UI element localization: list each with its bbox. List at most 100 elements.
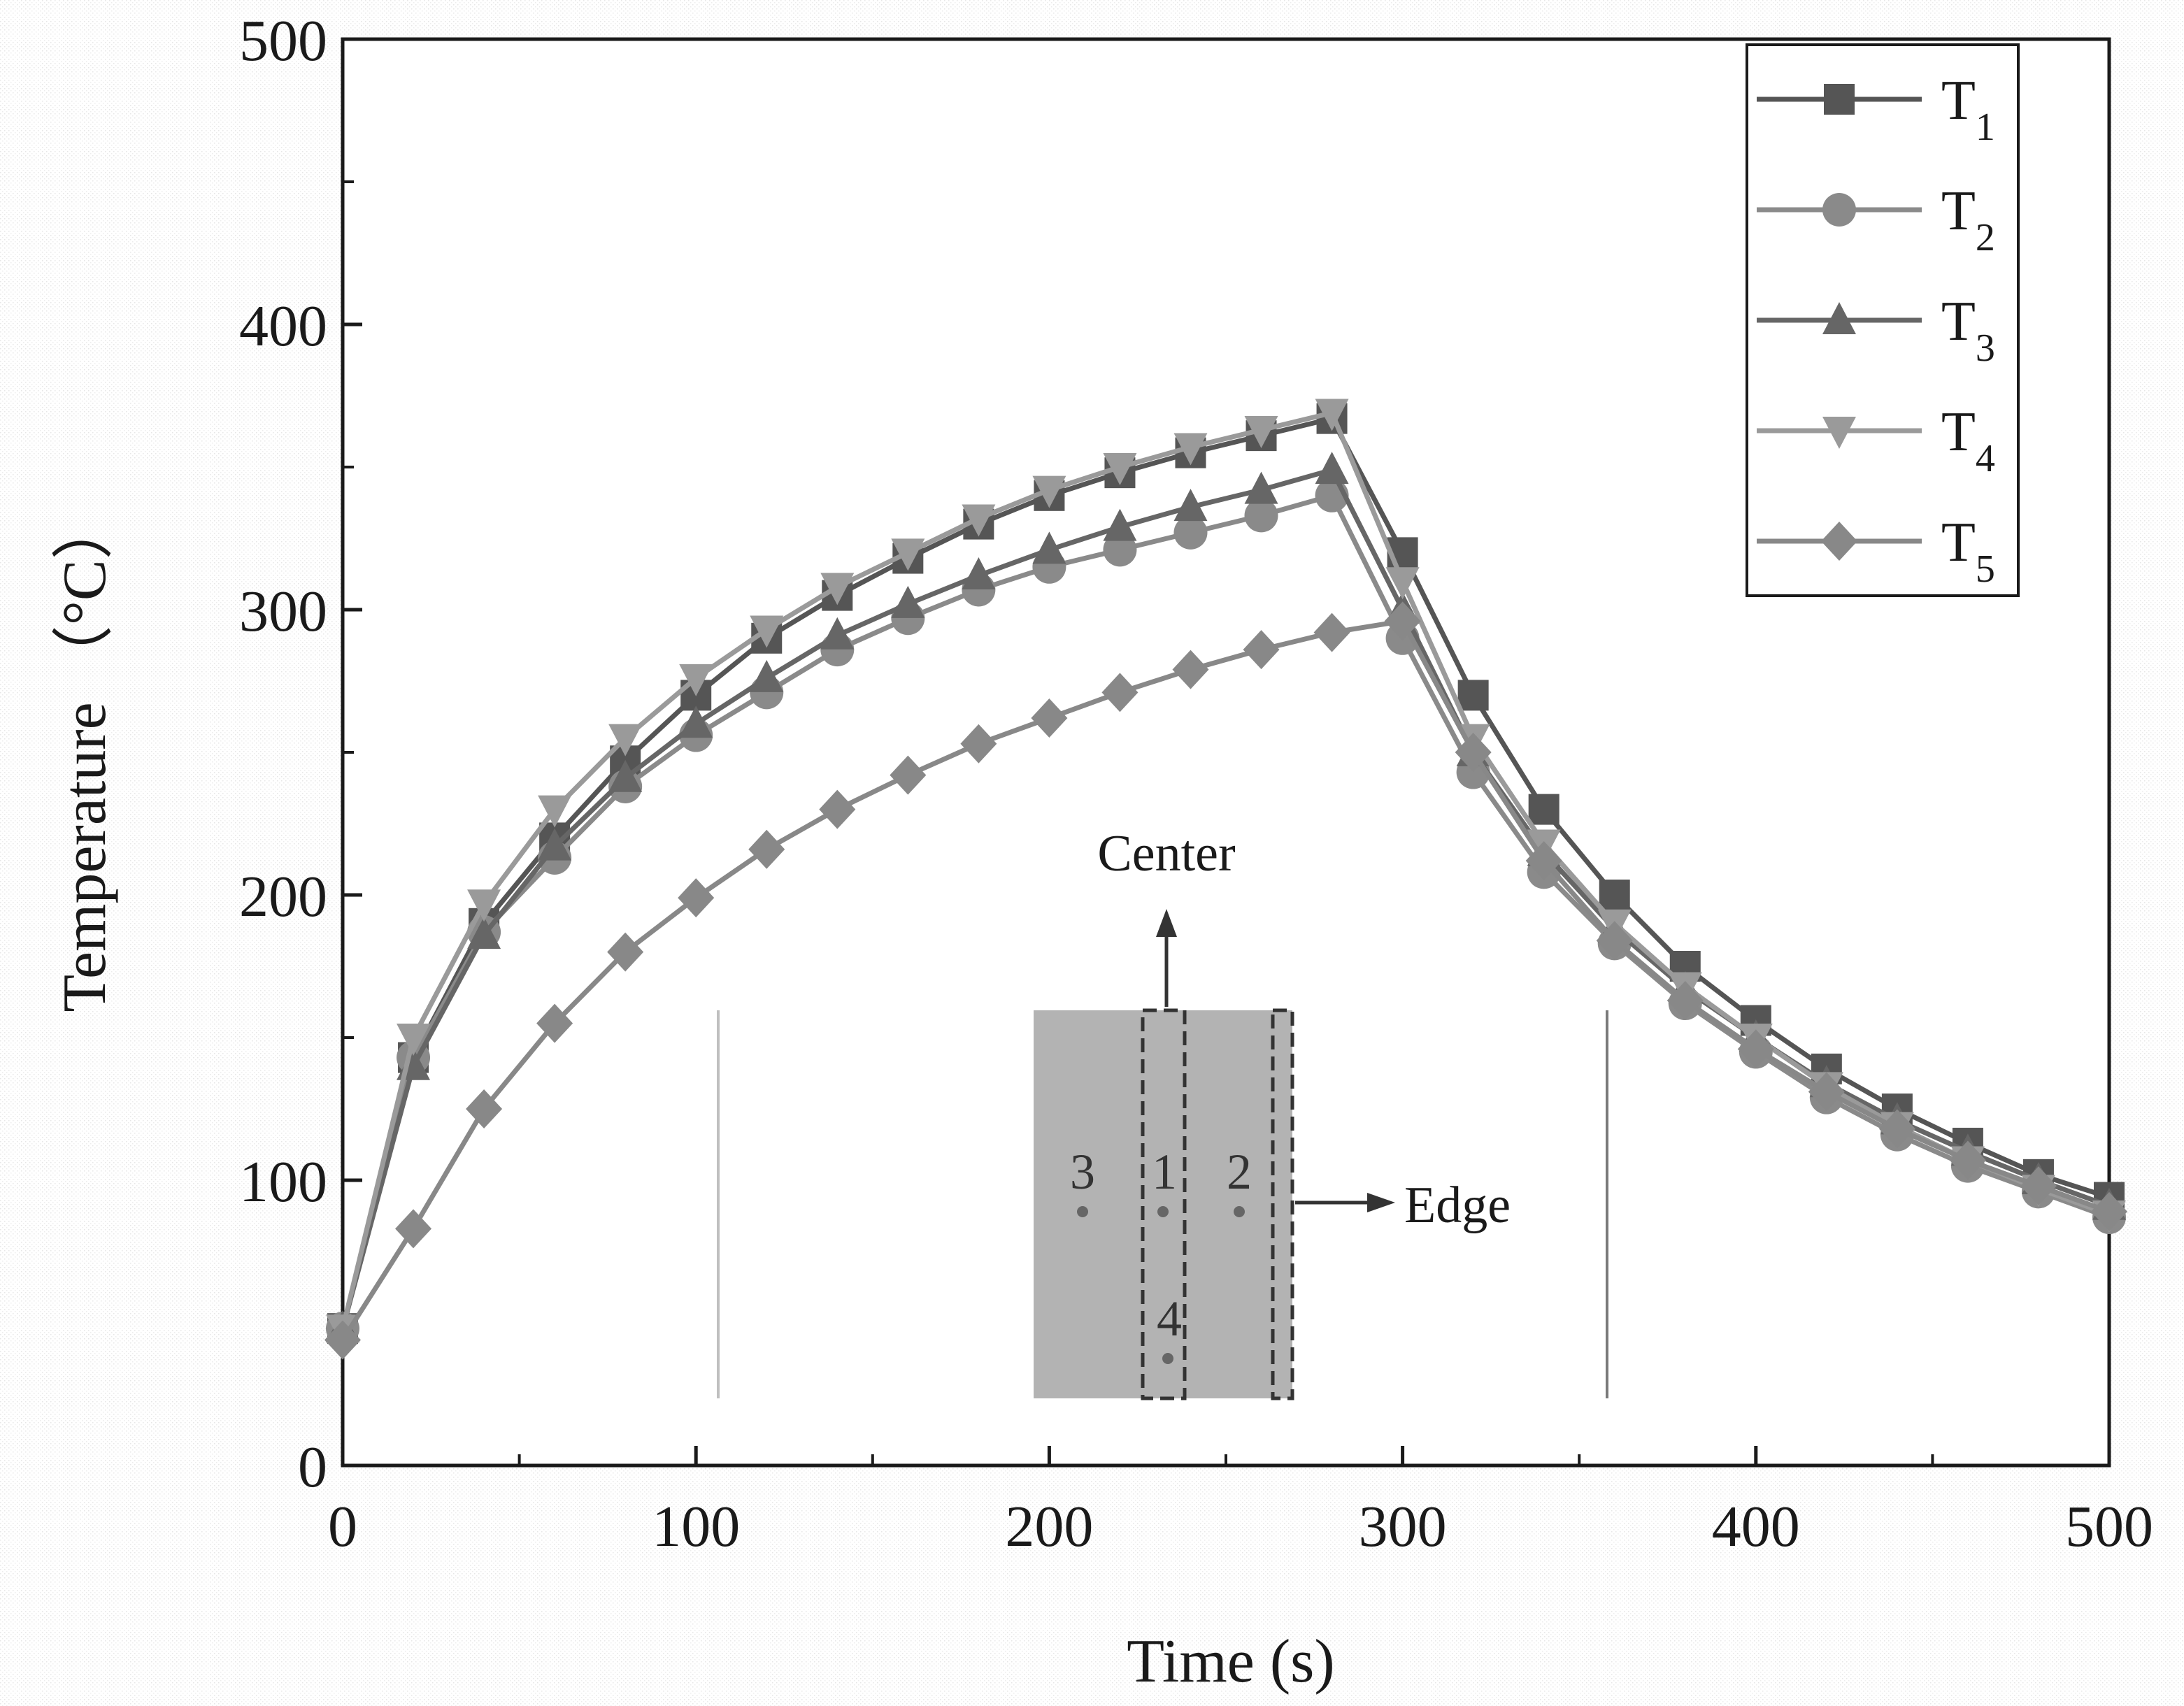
y-axis: 0 100 200 300 400 500 [239, 8, 362, 1500]
data-point-T3 [608, 759, 643, 792]
point-label-3: 3 [1070, 1144, 1095, 1200]
data-point-T5 [1596, 921, 1633, 961]
data-point-T5 [395, 1209, 432, 1249]
center-label: Center [1097, 825, 1235, 882]
data-point-T3 [1103, 508, 1137, 541]
data-point-T4 [608, 724, 643, 757]
data-point-T5 [819, 789, 856, 829]
data-point-T4 [1103, 453, 1137, 485]
x-tick-label-500: 500 [2065, 1494, 2153, 1559]
data-point-T4 [1385, 567, 1420, 600]
data-point-T5 [1243, 630, 1280, 670]
data-point-T5 [890, 755, 927, 795]
data-point-T1 [1528, 794, 1560, 825]
data-point-T5 [466, 1089, 503, 1128]
data-point-T2 [1173, 515, 1208, 550]
legend-label-T3: T3 [1941, 291, 1995, 370]
data-point-T5 [1878, 1109, 1915, 1149]
legend-marker-T1 [1824, 84, 1855, 115]
data-point-T3 [1244, 471, 1278, 504]
data-point-T5 [1384, 601, 1421, 641]
sensor-point-4 [1162, 1353, 1173, 1364]
data-point-T4 [1315, 399, 1349, 431]
legend-label-T5: T5 [1941, 512, 1995, 591]
data-point-T5 [748, 829, 785, 869]
edge-arrow-head [1367, 1193, 1395, 1212]
x-axis-title: Time (s) [1127, 1628, 1334, 1696]
data-point-T5 [1172, 650, 1209, 689]
data-point-T5 [1525, 841, 1562, 881]
x-tick-label-100: 100 [652, 1494, 740, 1559]
legend-marker-T3 [1822, 302, 1856, 334]
data-point-T4 [1173, 433, 1208, 466]
legend-marker-T5 [1821, 522, 1857, 561]
point-label-1: 1 [1152, 1144, 1177, 1200]
legend-marker-T2 [1822, 193, 1856, 227]
legend-item-T4: T4 [1757, 401, 1995, 480]
data-point-T5 [1313, 612, 1350, 652]
data-point-T4 [679, 664, 713, 696]
edge-label: Edge [1404, 1177, 1511, 1234]
y-axis-title: Temperature （°C） [51, 498, 119, 1012]
data-point-T5 [1455, 733, 1492, 772]
center-arrow-head [1156, 909, 1177, 937]
data-point-T5 [1666, 980, 1704, 1020]
data-point-T4 [538, 795, 572, 828]
x-axis: 0 100 200 300 400 500 [328, 1446, 2153, 1559]
data-point-T5 [536, 1003, 573, 1043]
series-line-T5 [341, 618, 2111, 1342]
data-point-T5 [678, 878, 715, 918]
data-point-T1 [1457, 680, 1489, 711]
legend-marker-T4 [1822, 417, 1856, 449]
data-point-T2 [1244, 499, 1278, 533]
data-point-T3 [1315, 452, 1349, 485]
data-point-T5 [2091, 1191, 2127, 1231]
point-label-4: 4 [1157, 1291, 1182, 1347]
y-tick-label-300: 300 [239, 579, 327, 644]
data-point-T3 [467, 917, 501, 949]
data-point-T3 [820, 617, 855, 650]
data-point-T3 [750, 659, 784, 692]
point-label-2: 2 [1227, 1144, 1252, 1200]
y-tick-label-200: 200 [239, 864, 327, 929]
legend-item-T2: T2 [1757, 180, 1995, 259]
data-point-T5 [607, 932, 644, 972]
data-point-T4 [397, 1024, 431, 1056]
data-point-T5 [1101, 673, 1139, 712]
data-point-T5 [1949, 1140, 1986, 1180]
data-point-T3 [538, 828, 572, 861]
data-point-T5 [324, 1320, 361, 1360]
sensor-layout-inset: Center Edge 3 1 2 4 [717, 825, 1608, 1400]
data-point-T4 [750, 615, 784, 648]
series-T5 [324, 601, 2127, 1360]
data-point-T4 [820, 573, 855, 605]
sensor-point-2 [1234, 1206, 1245, 1217]
data-point-T3 [1032, 531, 1066, 564]
sensor-point-1 [1157, 1206, 1169, 1217]
data-point-T4 [962, 504, 996, 537]
specimen-block [1034, 1010, 1292, 1398]
y-tick-label-400: 400 [239, 294, 327, 359]
data-point-T5 [960, 724, 997, 764]
y-tick-label-500: 500 [239, 8, 327, 73]
legend-item-T1: T1 [1757, 70, 1995, 149]
y-tick-label-100: 100 [239, 1149, 327, 1214]
y-tick-label-0: 0 [298, 1435, 327, 1500]
edge-section [1271, 1008, 1294, 1400]
center-section [1141, 1008, 1187, 1400]
data-point-T4 [891, 538, 925, 571]
data-point-T5 [1737, 1029, 1774, 1069]
data-point-T5 [1808, 1072, 1845, 1112]
legend-label-T4: T4 [1941, 401, 1995, 480]
legend-item-T3: T3 [1757, 291, 1995, 370]
legend: T1 T2 T3 T4 T5 [1746, 43, 2020, 597]
data-point-T4 [1032, 475, 1066, 508]
x-tick-label-300: 300 [1359, 1494, 1447, 1559]
data-point-T3 [1173, 489, 1208, 522]
legend-item-T5: T5 [1757, 512, 1995, 591]
x-tick-label-0: 0 [328, 1494, 357, 1559]
data-point-T1 [1599, 880, 1630, 910]
data-point-T5 [2020, 1166, 2057, 1206]
data-point-T3 [679, 705, 713, 738]
